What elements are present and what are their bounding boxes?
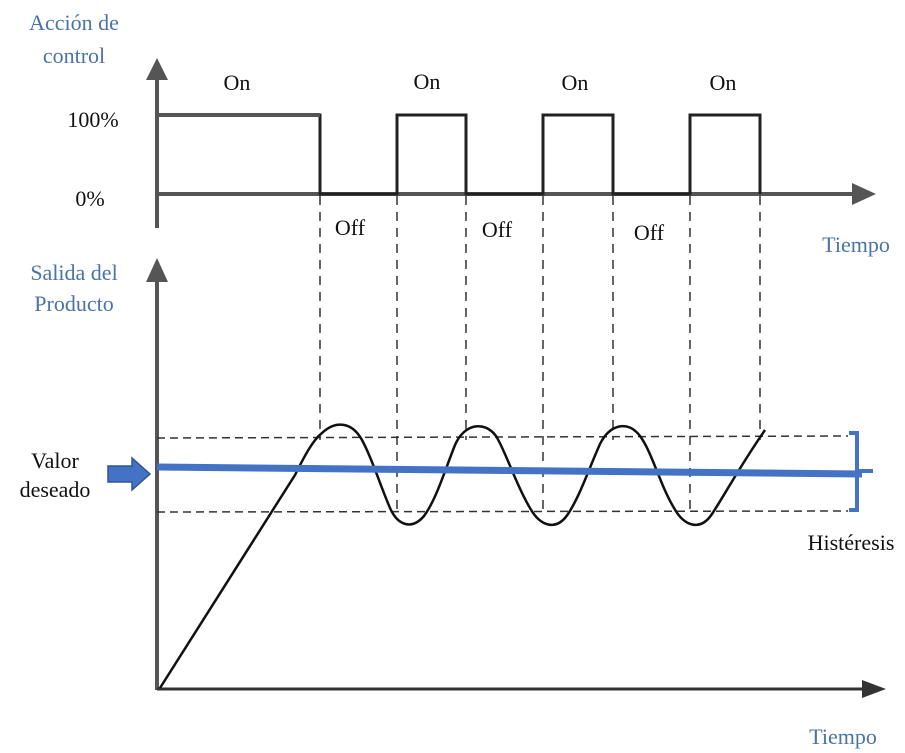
control-action-chart: Acción de control 100% 0% On On On On Of… bbox=[29, 10, 890, 257]
on-label-4: On bbox=[710, 70, 737, 95]
output-title-line2: Producto bbox=[34, 291, 113, 316]
hysteresis-lower-bound bbox=[156, 510, 849, 513]
control-x-label: Tiempo bbox=[822, 232, 890, 257]
output-x-label: Tiempo bbox=[809, 724, 877, 749]
on-label-3: On bbox=[562, 70, 589, 95]
level-100-label: 100% bbox=[67, 107, 118, 132]
switching-guides bbox=[319, 196, 761, 510]
output-y-axis-arrow bbox=[146, 258, 168, 282]
hysteresis-label: Histéresis bbox=[808, 530, 895, 555]
control-x-axis-arrow bbox=[852, 183, 876, 205]
output-x-axis-arrow bbox=[862, 680, 886, 698]
control-title-line1: Acción de bbox=[29, 10, 119, 35]
on-label-2: On bbox=[414, 69, 441, 94]
off-label-3: Off bbox=[634, 220, 665, 245]
output-title-line1: Salida del bbox=[30, 260, 117, 285]
on-label-1: On bbox=[224, 70, 251, 95]
level-0-label: 0% bbox=[75, 186, 104, 211]
off-label-1: Off bbox=[335, 215, 366, 240]
control-y-axis-arrow bbox=[146, 58, 168, 80]
setpoint-arrow-icon bbox=[107, 456, 152, 492]
setpoint-label-line1: Valor bbox=[31, 448, 79, 473]
hysteresis-upper-bound bbox=[156, 435, 849, 439]
off-label-2: Off bbox=[482, 217, 513, 242]
setpoint-line bbox=[156, 463, 863, 478]
product-output-chart: Salida del Producto Valor deseado Histér… bbox=[20, 258, 895, 749]
control-square-wave bbox=[160, 113, 762, 196]
control-title-line2: control bbox=[43, 43, 105, 68]
hysteresis-bracket-icon bbox=[849, 431, 873, 512]
setpoint-label-line2: deseado bbox=[20, 477, 91, 502]
output-response-curve bbox=[158, 423, 767, 689]
